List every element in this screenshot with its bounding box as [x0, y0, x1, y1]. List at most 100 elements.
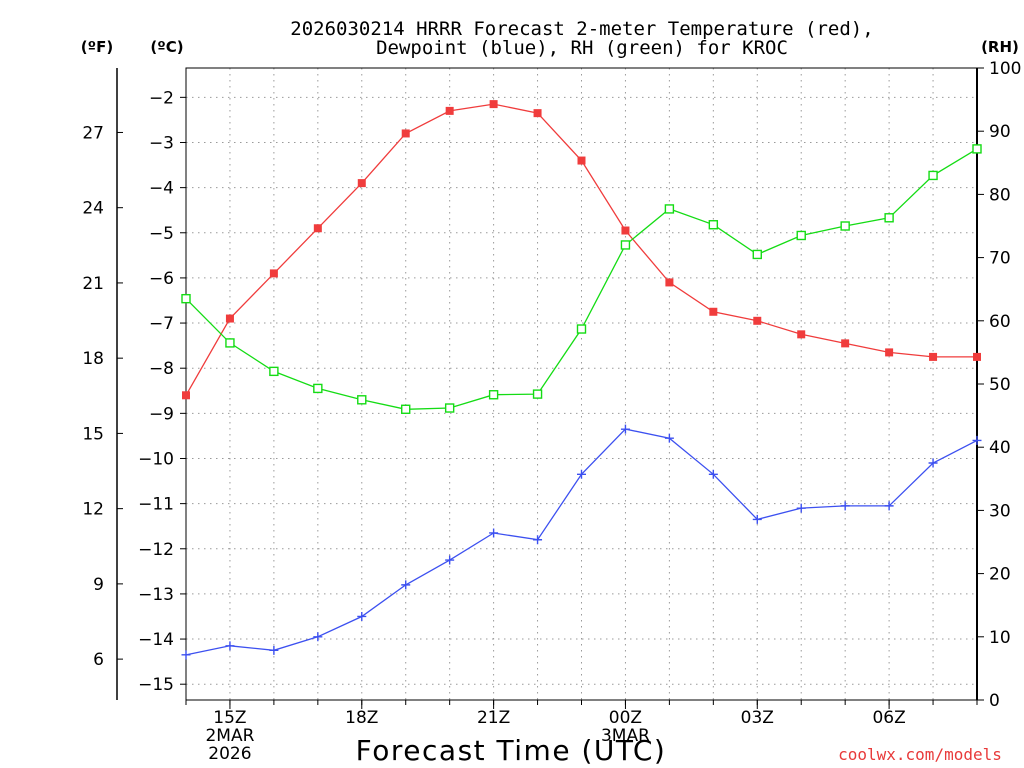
- temperature-point: [797, 330, 806, 339]
- rh-point: [313, 383, 323, 394]
- dewpoint-point: [577, 469, 586, 479]
- series-layer: [181, 100, 982, 660]
- rh-tick-label: 100: [989, 59, 1021, 79]
- fahrenheit-tick-label: 24: [82, 199, 104, 219]
- dewpoint-point: [884, 501, 894, 511]
- dewpoint-point: [664, 433, 674, 443]
- rh-tick-label: 10: [989, 628, 1011, 648]
- rh-point: [488, 390, 499, 400]
- celsius-unit-label: (ºC): [150, 38, 183, 56]
- rh-tick-label: 40: [989, 438, 1011, 458]
- x-axis-title: Forecast Time (UTC): [356, 734, 667, 767]
- temperature-point: [929, 352, 938, 361]
- rh-point: [884, 213, 894, 223]
- temperature-point: [973, 352, 981, 361]
- celsius-tick-label: −4: [149, 179, 174, 199]
- dewpoint-point: [401, 580, 411, 590]
- rh-tick-label: 20: [989, 565, 1011, 585]
- dewpoint-point: [357, 611, 367, 621]
- fahrenheit-tick-label: 12: [82, 500, 104, 520]
- rh-tick-label: 60: [989, 312, 1011, 332]
- dewpoint-point: [972, 435, 982, 445]
- temperature-point: [665, 278, 674, 287]
- x-tick-label: 06Z: [872, 708, 905, 728]
- temperature-point: [269, 269, 278, 278]
- dewpoint-point: [840, 501, 850, 511]
- dewpoint-point: [445, 555, 455, 565]
- temperature-point: [709, 307, 718, 316]
- dewpoint-point: [489, 528, 499, 538]
- fahrenheit-tick-label: 27: [82, 123, 104, 143]
- dewpoint-point: [708, 469, 718, 479]
- rh-tick-label: 0: [989, 691, 1000, 711]
- rh-tick-label: 90: [989, 122, 1011, 142]
- x-tick-sublabel-year: 2026: [208, 744, 251, 764]
- rh-point: [269, 366, 279, 377]
- dewpoint-point: [796, 503, 806, 513]
- x-tick-label: 15Z: [213, 708, 246, 728]
- x-tick-label: 18Z: [345, 708, 378, 728]
- rh-point: [752, 249, 762, 260]
- fahrenheit-tick-label: 9: [93, 575, 104, 595]
- dewpoint-point: [533, 535, 543, 545]
- celsius-tick-label: −9: [149, 404, 174, 424]
- dewpoint-point: [313, 632, 323, 642]
- rh-point: [225, 338, 235, 348]
- celsius-tick-label: −15: [138, 675, 174, 695]
- celsius-tick-label: −2: [149, 88, 174, 108]
- fahrenheit-tick-label: 6: [93, 650, 104, 670]
- rh-point: [444, 403, 455, 413]
- x-tick-sublabel: 3MAR: [601, 726, 650, 746]
- temperature-point: [489, 100, 498, 109]
- celsius-tick-label: −7: [149, 314, 174, 334]
- celsius-tick-label: −5: [149, 224, 174, 244]
- temperature-point: [182, 391, 190, 400]
- rh-point: [532, 389, 543, 399]
- rh-point: [796, 230, 806, 241]
- x-tick-label: 00Z: [609, 708, 642, 728]
- chart-title-line-1: 2026030214 HRRR Forecast 2-meter Tempera…: [290, 18, 873, 40]
- fahrenheit-tick-label: 21: [82, 274, 104, 294]
- temperature-point: [533, 109, 542, 118]
- celsius-tick-label: −3: [149, 133, 174, 153]
- rh-point: [620, 240, 631, 250]
- x-tick-sublabel: 2MAR: [205, 726, 254, 746]
- temperature-point: [885, 348, 894, 357]
- celsius-tick-label: −8: [149, 359, 174, 379]
- rh-tick-label: 80: [989, 185, 1011, 205]
- temperature-point: [313, 224, 322, 233]
- fahrenheit-unit-label: (ºF): [81, 38, 113, 56]
- temperature-point: [841, 339, 850, 348]
- rh-tick-label: 30: [989, 501, 1011, 521]
- celsius-tick-label: −14: [138, 630, 174, 650]
- fahrenheit-tick-label: 18: [82, 349, 104, 369]
- temperature-point: [357, 179, 366, 188]
- rh-point: [181, 293, 191, 304]
- dewpoint-point: [225, 641, 235, 651]
- temperature-point: [445, 106, 454, 115]
- celsius-tick-label: −12: [138, 540, 174, 560]
- rh-point: [576, 324, 587, 334]
- rh-tick-label: 50: [989, 375, 1011, 395]
- axes: −2 −3 −4 −5 −6 −7 −8 −9 −10 −11 −12 −13 −14 −15 27 24 21…: [82, 59, 1021, 764]
- temperature-point: [401, 129, 410, 138]
- dewpoint-point: [269, 645, 279, 655]
- x-tick-label: 03Z: [741, 708, 774, 728]
- rh-point: [840, 221, 850, 231]
- rh-point: [708, 220, 719, 230]
- temperature-point: [577, 156, 586, 165]
- celsius-tick-label: −10: [138, 449, 174, 469]
- dewpoint-point: [181, 650, 191, 660]
- rh-point: [928, 170, 938, 181]
- chart-title-line-2: Dewpoint (blue), RH (green) for KROC: [376, 37, 788, 59]
- temperature-point: [225, 314, 234, 323]
- rh-unit-label: (RH): [981, 38, 1019, 56]
- rh-tick-label: 70: [989, 249, 1011, 269]
- dewpoint-point: [620, 424, 630, 434]
- dewpoint-point: [928, 458, 938, 468]
- watermark: coolwx.com/models: [838, 745, 1002, 764]
- fahrenheit-tick-label: 15: [82, 424, 104, 444]
- dewpoint-point: [752, 514, 762, 524]
